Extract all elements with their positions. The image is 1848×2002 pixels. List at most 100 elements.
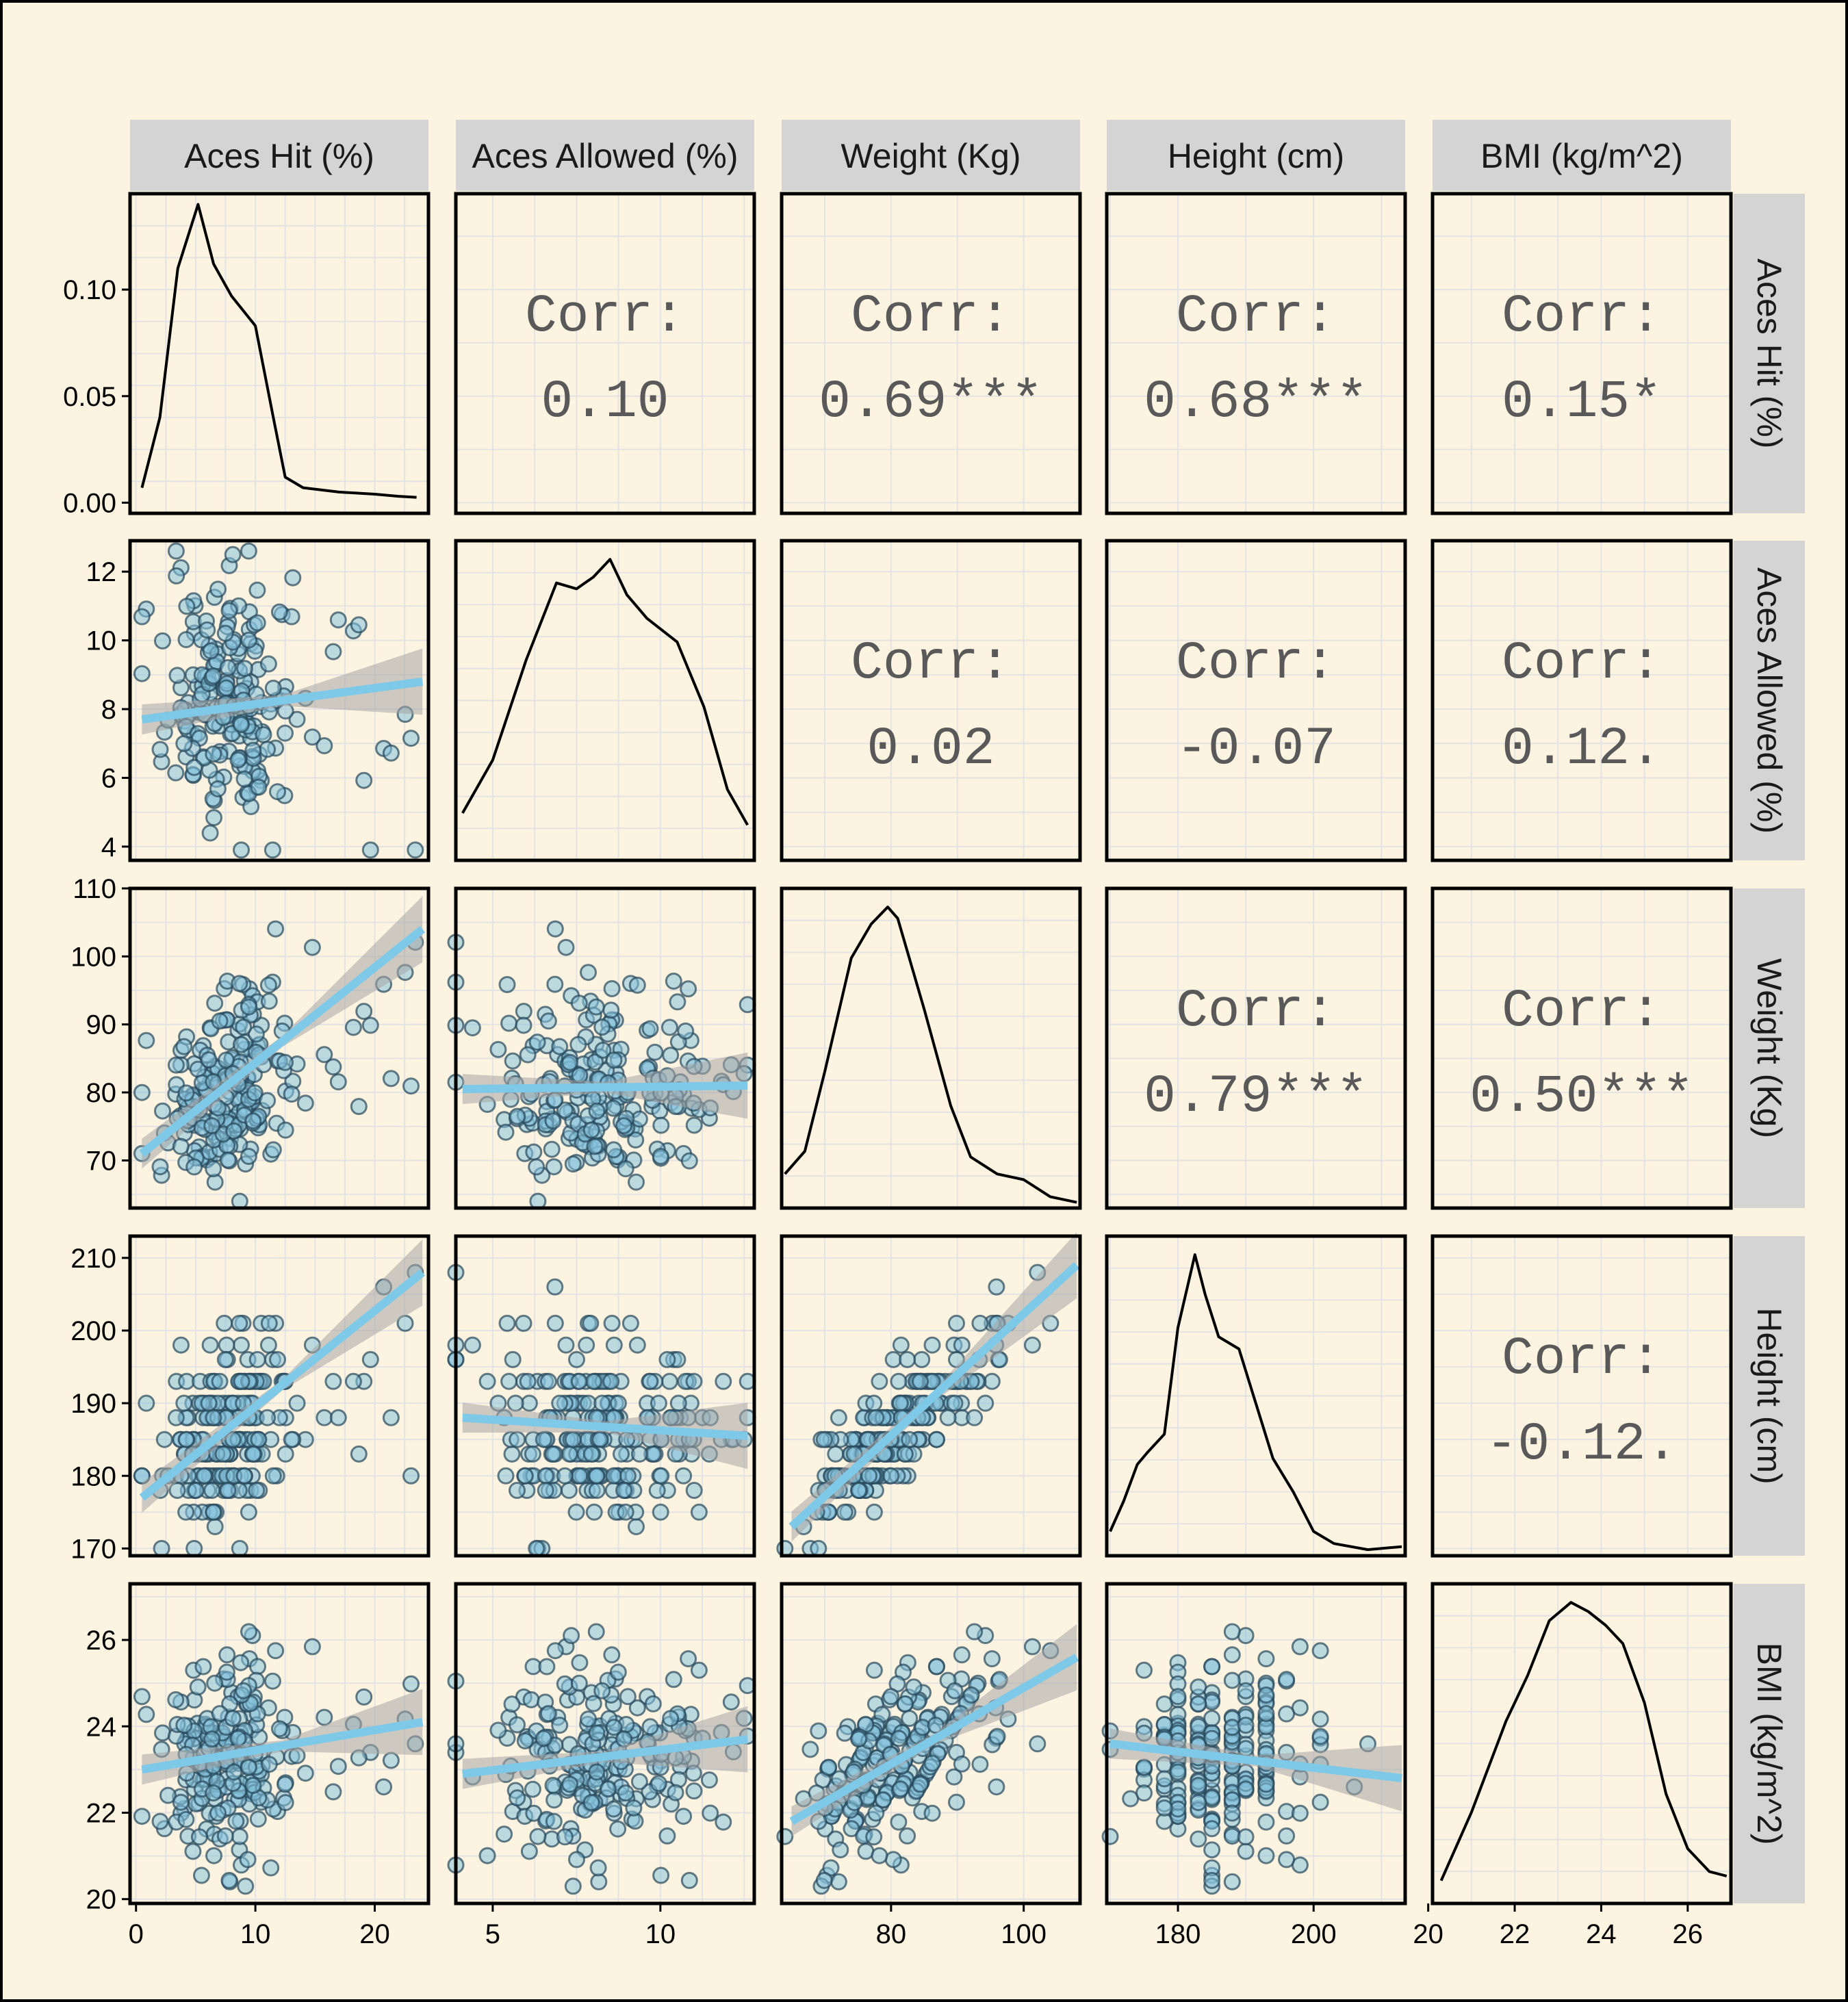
data-point — [836, 1724, 854, 1742]
data-point — [503, 1695, 521, 1713]
data-point — [509, 1430, 526, 1448]
data-point — [264, 1141, 282, 1159]
data-point — [1257, 1705, 1275, 1723]
data-point — [316, 1708, 333, 1726]
y-tick-label: 170 — [70, 1534, 116, 1564]
data-point — [185, 1158, 203, 1176]
data-point — [605, 1719, 623, 1736]
data-point — [539, 1012, 557, 1030]
data-point — [1237, 1682, 1255, 1699]
data-point — [154, 632, 171, 650]
data-point — [641, 1372, 659, 1390]
data-point — [232, 1654, 250, 1671]
data-point — [585, 1503, 603, 1521]
data-point — [971, 1756, 989, 1773]
data-point — [402, 1077, 420, 1095]
data-point — [489, 1721, 507, 1739]
data-point — [988, 1728, 1006, 1745]
data-point — [277, 1121, 294, 1139]
panel-border — [780, 1234, 1082, 1558]
data-point — [202, 642, 220, 660]
data-point — [232, 1036, 250, 1053]
data-point — [983, 1372, 1001, 1390]
corr-value: 0.12. — [1502, 719, 1662, 780]
y-tick-label: 8 — [101, 695, 116, 725]
data-point — [153, 1539, 170, 1557]
data-point — [871, 1847, 888, 1864]
data-point — [948, 1793, 965, 1811]
data-point — [219, 659, 237, 676]
data-point — [138, 1706, 155, 1723]
data-point — [515, 1003, 532, 1021]
smooth-line — [462, 1735, 748, 1778]
data-point — [587, 998, 605, 1016]
data-point — [585, 1695, 602, 1712]
data-point — [588, 1724, 606, 1742]
panel-border — [780, 192, 1082, 515]
corr-label: Corr: — [525, 287, 685, 347]
data-point — [609, 1394, 627, 1412]
data-point — [776, 1827, 794, 1845]
data-point — [593, 1394, 611, 1412]
data-point — [1101, 1827, 1119, 1845]
data-point — [175, 1038, 193, 1055]
data-point — [1237, 1717, 1255, 1734]
panel-border — [780, 539, 1082, 862]
corr-label: Corr: — [851, 287, 1011, 347]
panel-2-0 — [128, 886, 431, 1210]
data-point — [537, 1467, 554, 1485]
data-point — [865, 1394, 883, 1412]
data-point — [229, 1730, 247, 1747]
data-point — [240, 631, 257, 649]
data-point — [259, 1409, 277, 1426]
data-point — [177, 631, 195, 648]
data-point — [884, 1350, 902, 1368]
x-tick-label: 200 — [1291, 1919, 1337, 1949]
data-point — [605, 1800, 623, 1818]
data-point — [680, 980, 697, 998]
data-point — [247, 1025, 265, 1043]
data-point — [588, 1102, 606, 1120]
data-point — [1023, 1336, 1041, 1354]
data-point — [259, 976, 277, 994]
density-curve — [461, 558, 749, 826]
corr-label: Corr: — [851, 634, 1011, 694]
data-point — [650, 1775, 667, 1793]
data-point — [865, 1503, 883, 1521]
data-point — [850, 1482, 867, 1499]
data-point — [546, 1791, 563, 1809]
data-point — [200, 1051, 218, 1068]
panel-border — [454, 192, 756, 515]
corr-value: 0.50*** — [1470, 1067, 1694, 1127]
strip-right-label-4: BMI (kg/m^2) — [1750, 1643, 1788, 1845]
data-point — [249, 1810, 267, 1828]
data-point — [155, 1430, 173, 1448]
data-point — [218, 1646, 236, 1664]
panel-border — [128, 886, 431, 1210]
data-point — [544, 1777, 562, 1794]
data-point — [1278, 1827, 1296, 1845]
data-point — [605, 1467, 623, 1485]
data-point — [231, 1827, 248, 1845]
data-point — [591, 1430, 609, 1448]
smooth-line — [788, 1262, 1080, 1530]
panel-background — [456, 194, 754, 513]
data-point — [259, 1336, 277, 1354]
data-point — [1311, 1728, 1329, 1745]
data-point — [1311, 1793, 1329, 1811]
corr-label: Corr: — [1176, 634, 1336, 694]
data-point — [551, 1038, 569, 1055]
data-point — [361, 1350, 379, 1368]
data-point — [544, 1445, 562, 1463]
data-point — [669, 1394, 687, 1412]
data-point — [1291, 1638, 1309, 1656]
x-tick-label: 10 — [645, 1919, 676, 1949]
data-point — [1203, 1730, 1221, 1747]
data-point — [267, 1642, 285, 1660]
data-point — [1257, 1686, 1275, 1704]
data-point — [557, 938, 575, 956]
data-point — [1278, 1671, 1296, 1689]
data-point — [167, 1691, 185, 1708]
data-point — [830, 1409, 847, 1426]
data-point — [537, 1482, 554, 1499]
